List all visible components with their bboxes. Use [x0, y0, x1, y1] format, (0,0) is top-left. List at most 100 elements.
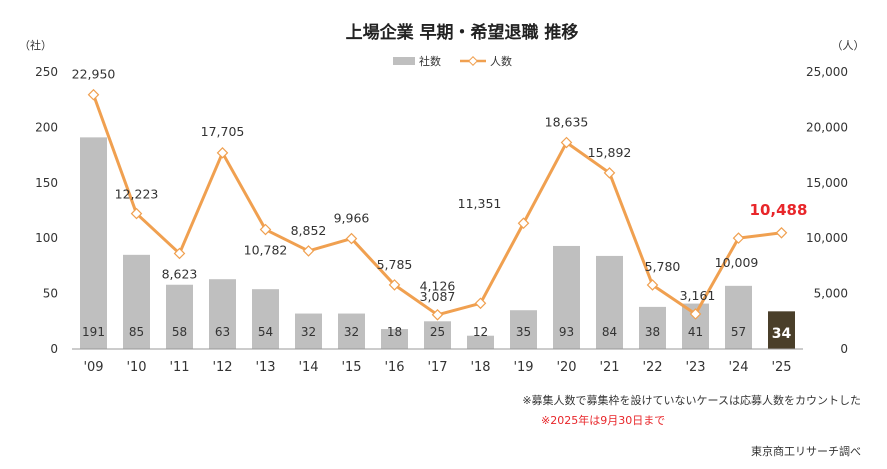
x-tick-label: '11 [169, 360, 189, 375]
line-value-label: 22,950 [72, 67, 116, 82]
bar [424, 321, 451, 349]
bar [768, 311, 795, 349]
x-tick-label: '09 [83, 360, 103, 375]
bar [166, 284, 193, 349]
bar [123, 254, 150, 349]
line-point [216, 147, 229, 159]
line-value-label: 5,785 [377, 257, 413, 272]
right-tick-label: 5,000 [814, 287, 848, 301]
line-value-label: 10,488 [750, 201, 808, 219]
legend: 社数 人数 [393, 54, 512, 68]
bar-value-label: 18 [387, 325, 402, 339]
line-point [474, 297, 487, 310]
line-value-label: 4,126 [420, 278, 456, 293]
line-point [689, 308, 702, 320]
left-tick-label: 200 [35, 120, 58, 134]
bar [252, 289, 279, 349]
line-value-label: 12,223 [115, 187, 159, 202]
bar [80, 137, 107, 349]
x-tick-label: '21 [599, 360, 619, 375]
x-tick-label: '24 [728, 360, 748, 375]
bar-value-label: 41 [688, 325, 703, 339]
right-tick-label: 0 [840, 342, 848, 356]
line-value-label: 10,782 [244, 243, 288, 258]
right-tick-label: 15,000 [806, 176, 848, 190]
line-point [259, 223, 272, 236]
x-tick-label: '15 [341, 360, 361, 375]
line-point [560, 136, 573, 149]
line-point [302, 245, 315, 257]
chart-title: 上場企業 早期・希望退職 推移 [346, 22, 579, 43]
x-tick-label: '12 [212, 360, 232, 375]
bar-value-label: 57 [731, 325, 746, 339]
line-point [87, 88, 100, 101]
x-tick-label: '18 [470, 360, 490, 375]
bar-value-label: 38 [645, 325, 660, 339]
bar [338, 313, 365, 349]
x-axis: '09 '10 '11 '12 '13 '14 '15 '16 '17 '18 '19 '20 '21 '… [83, 360, 791, 375]
right-tick-label: 25,000 [806, 65, 848, 79]
x-tick-label: '25 [771, 360, 791, 375]
x-tick-label: '22 [642, 360, 662, 375]
bar-value-label: 25 [430, 325, 445, 339]
legend-bar-label: 社数 [419, 54, 441, 68]
x-tick-label: '19 [513, 360, 533, 375]
bar-value-label: 58 [172, 325, 187, 339]
line-point [173, 247, 186, 260]
left-tick-label: 100 [35, 231, 58, 245]
bar-value-label: 35 [516, 325, 531, 339]
bar [725, 285, 752, 349]
bar-value-label: 84 [602, 325, 617, 339]
bar-value-label: 12 [473, 325, 488, 339]
bar-value-label: 191 [82, 325, 105, 339]
line-point [775, 226, 788, 239]
x-tick-label: '17 [427, 360, 447, 375]
line-point [732, 232, 745, 244]
line-point [603, 167, 616, 179]
bar-value-label: 54 [258, 325, 273, 339]
x-tick-label: '23 [685, 360, 705, 375]
bar [295, 313, 322, 349]
legend-line-label: 人数 [490, 55, 512, 68]
bar [381, 329, 408, 349]
line-value-label: 17,705 [201, 124, 245, 139]
line-value-label: 11,351 [458, 196, 502, 211]
x-tick-label: '13 [255, 360, 275, 375]
right-axis: 0 5,000 10,000 15,000 20,000 25,000 [806, 65, 848, 356]
bar-value-label: 32 [301, 325, 316, 339]
line-value-label: 10,009 [715, 255, 759, 270]
line-point [130, 207, 143, 220]
right-axis-unit: （人） [832, 39, 865, 52]
note-recruitment: ※募集人数で募集枠を設けていないケースは応募人数をカウントした [522, 394, 861, 407]
source-note: 東京商工リサーチ調べ [751, 445, 861, 458]
left-tick-label: 50 [43, 287, 58, 301]
bar [467, 335, 494, 349]
bar [639, 306, 666, 349]
x-tick-label: '10 [126, 360, 146, 375]
bar-series: 191 85 58 63 54 32 32 18 25 12 35 93 84 38 41 57 34 [80, 137, 795, 349]
legend-bar-swatch [393, 57, 415, 65]
left-tick-label: 150 [35, 176, 58, 190]
right-tick-label: 20,000 [806, 120, 848, 134]
bar [596, 255, 623, 349]
bar-value-label: 93 [559, 325, 574, 339]
line-point [345, 232, 358, 245]
line-value-label: 5,780 [645, 259, 681, 274]
line-value-label: 9,966 [334, 211, 370, 226]
bar-value-label: 32 [344, 325, 359, 339]
line-value-label: 3,087 [420, 289, 456, 304]
bar-value-label: 34 [772, 326, 792, 342]
right-tick-label: 10,000 [806, 231, 848, 245]
bar-value-label: 63 [215, 325, 230, 339]
x-tick-label: '20 [556, 360, 576, 375]
line-point [517, 217, 530, 230]
line-point [646, 279, 659, 291]
bar [510, 310, 537, 349]
left-tick-label: 250 [35, 65, 58, 79]
bar-value-label: 85 [129, 325, 144, 339]
line-value-label: 8,623 [162, 266, 198, 281]
line-value-label: 18,635 [545, 115, 589, 130]
bar [209, 279, 236, 349]
line-point [388, 279, 401, 291]
